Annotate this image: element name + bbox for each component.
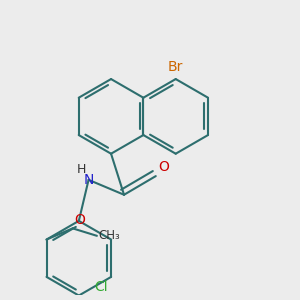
- Text: N: N: [83, 173, 94, 187]
- Text: O: O: [75, 213, 86, 227]
- Text: O: O: [158, 160, 169, 175]
- Text: H: H: [77, 163, 86, 176]
- Text: Cl: Cl: [94, 280, 108, 294]
- Text: CH₃: CH₃: [98, 229, 120, 242]
- Text: Br: Br: [168, 60, 183, 74]
